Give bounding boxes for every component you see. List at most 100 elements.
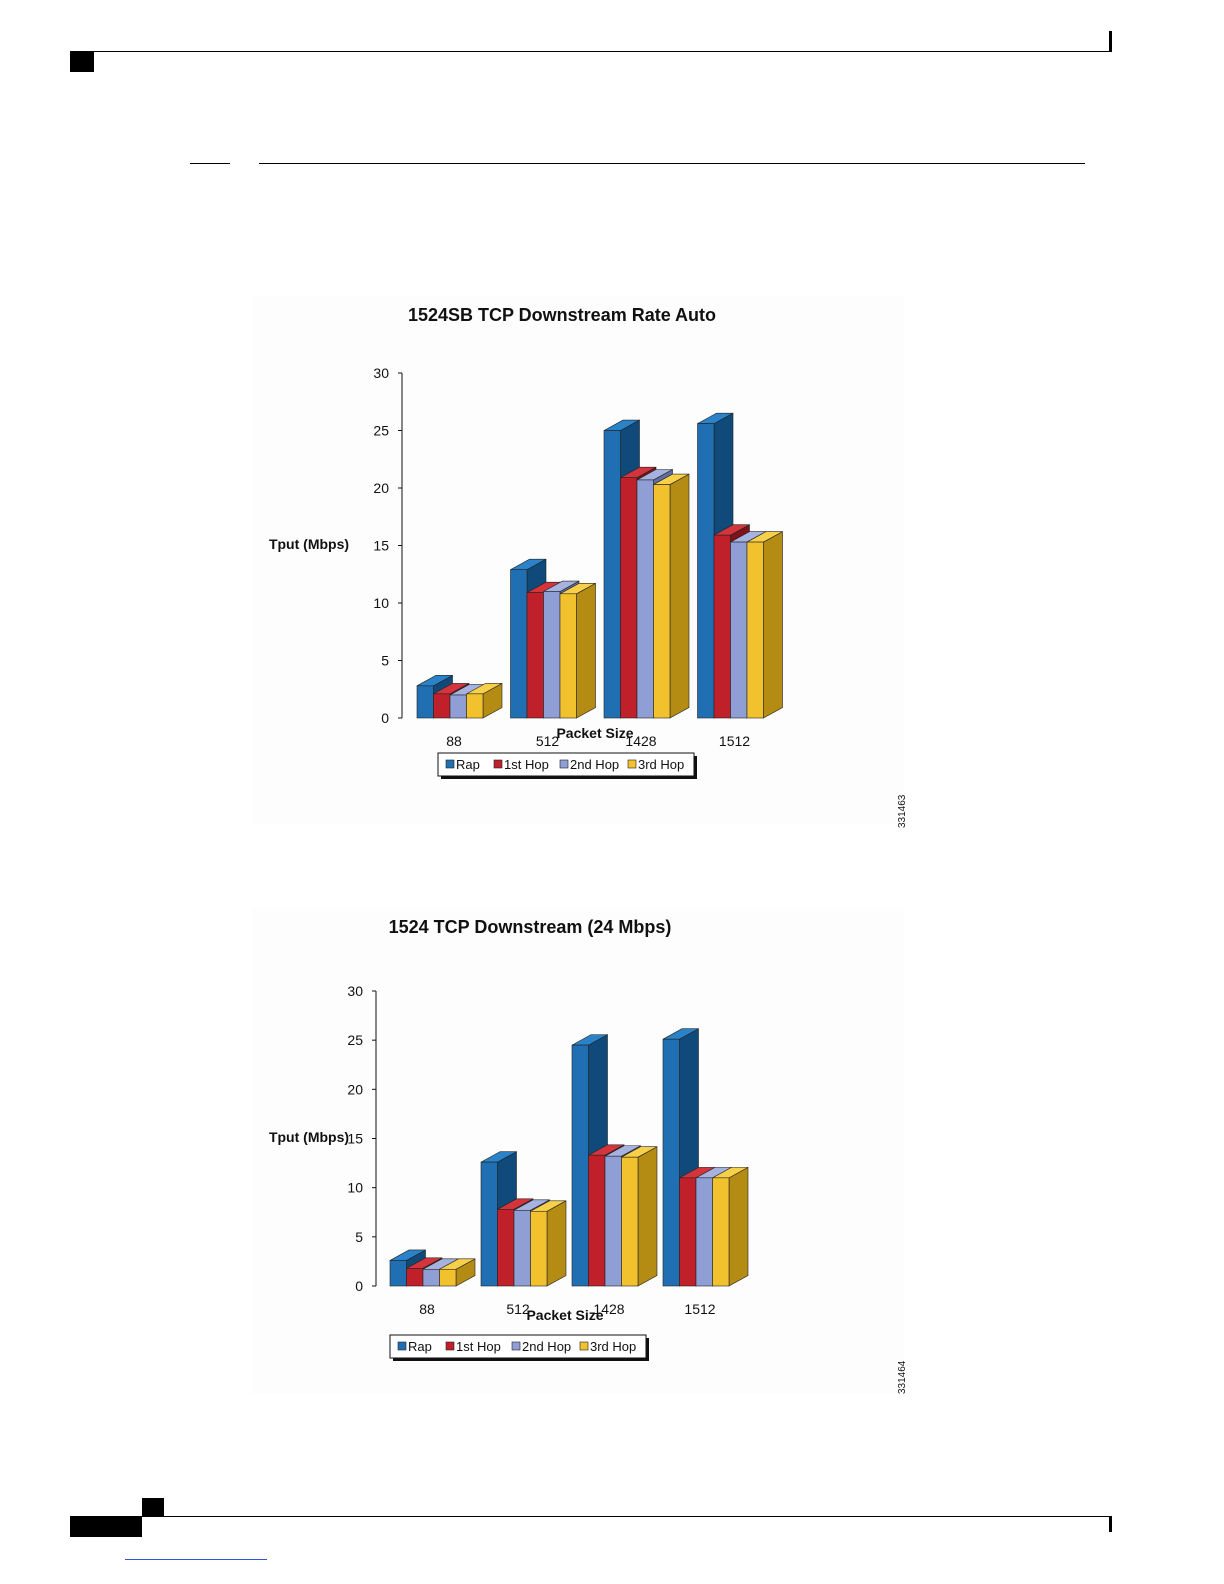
bar-3rd-hop-1428: [653, 473, 690, 719]
legend-label-2nd-hop: 2nd Hop: [522, 1339, 571, 1354]
chart-2-svg: 1524 TCP Downstream (24 Mbps) 0 5 10 15 20 25 3…: [269, 917, 749, 1361]
bar-side: [669, 473, 690, 719]
y-tick-label: 20: [347, 1081, 363, 1097]
bar-side: [546, 1200, 567, 1287]
bar-front: [543, 591, 561, 719]
bar-front: [712, 1177, 730, 1287]
bar-front: [422, 1268, 440, 1287]
bar-3rd-hop-88: [439, 1258, 476, 1287]
y-tick-label: 25: [373, 423, 389, 439]
bar-front: [510, 569, 528, 719]
legend-swatch-3rd-hop: [579, 1341, 589, 1351]
bar-side: [728, 1166, 749, 1287]
bar-side: [576, 582, 596, 719]
chart-1-container: 1524SB TCP Downstream Rate Auto 0 5 10 15 20 2…: [252, 296, 904, 824]
bar-front: [695, 1177, 713, 1287]
bar-3rd-hop-1512: [746, 531, 783, 719]
x-category-label: 1428: [625, 733, 656, 749]
x-category-label: 88: [446, 733, 462, 749]
y-tick-label: 30: [347, 983, 363, 999]
y-tick-label: 15: [373, 538, 389, 554]
legend-label-3rd-hop: 3rd Hop: [638, 757, 684, 772]
legend-swatch-1st-hop: [445, 1341, 455, 1351]
header-rule: [70, 51, 1112, 52]
chart-2-container: 1524 TCP Downstream (24 Mbps) 0 5 10 15 20 25 3…: [252, 908, 904, 1394]
header-marker: [70, 52, 94, 72]
legend-swatch-2nd-hop: [511, 1341, 521, 1351]
bar-front: [497, 1208, 515, 1287]
bar-front: [621, 1156, 639, 1287]
y-tick-label: 0: [381, 710, 389, 726]
bar-front: [526, 592, 544, 719]
y-tick-label: 15: [347, 1131, 363, 1147]
y-tick-label: 30: [373, 365, 389, 381]
bar-front: [746, 541, 764, 719]
bar-front: [662, 1038, 680, 1287]
figure-id-1: 331463: [897, 794, 908, 828]
x-category-label: 512: [506, 1301, 530, 1317]
footer-marker-block: [70, 1517, 142, 1537]
y-tick-label: 5: [381, 653, 389, 669]
section-rule-short: [190, 163, 230, 164]
bar-front: [466, 693, 484, 719]
figure-id-2: 331464: [897, 1360, 908, 1394]
bar-front: [588, 1154, 606, 1287]
y-tick-label: 20: [373, 480, 389, 496]
x-category-label: 1512: [684, 1301, 715, 1317]
bar-front: [636, 479, 654, 719]
bar-front: [449, 694, 467, 719]
bar-3rd-hop-1512: [712, 1166, 749, 1287]
x-category-label: 512: [536, 733, 560, 749]
chart-2-title: 1524 TCP Downstream (24 Mbps): [389, 917, 672, 937]
bar-front: [530, 1210, 548, 1287]
legend-label-1st-hop: 1st Hop: [504, 757, 549, 772]
x-category-label: 1428: [593, 1301, 624, 1317]
legend-swatch-3rd-hop: [627, 759, 637, 769]
y-axis-label: Tput (Mbps): [269, 1129, 349, 1145]
bar-3rd-hop-512: [530, 1200, 567, 1287]
legend-swatch-rap: [397, 1341, 407, 1351]
bar-front: [571, 1044, 589, 1287]
bar-side: [763, 531, 783, 719]
bar-3rd-hop-512: [559, 582, 596, 719]
footer-right-rule: [1109, 1517, 1112, 1532]
bar-front: [653, 484, 671, 719]
legend-swatch-rap: [445, 759, 455, 769]
section-rule-long: [259, 163, 1085, 164]
bar-front: [604, 1155, 622, 1287]
chart-1-svg: 1524SB TCP Downstream Rate Auto 0 5 10 15 20 2…: [269, 305, 783, 779]
bar-front: [559, 593, 577, 719]
legend-swatch-1st-hop: [493, 759, 503, 769]
x-category-label: 88: [419, 1301, 435, 1317]
x-axis-label: Packet Size: [526, 1307, 603, 1323]
bar-front: [433, 693, 451, 719]
bar-front: [406, 1267, 424, 1287]
bar-front: [697, 423, 715, 719]
bar-front: [480, 1161, 498, 1287]
footer-rule: [70, 1516, 1112, 1517]
x-axis-label: Packet Size: [556, 725, 633, 741]
y-tick-label: 10: [347, 1180, 363, 1196]
header-right-rule: [1109, 31, 1112, 51]
bar-front: [439, 1268, 457, 1287]
legend-label-1st-hop: 1st Hop: [456, 1339, 501, 1354]
bar-3rd-hop-88: [466, 682, 503, 719]
y-tick-label: 25: [347, 1032, 363, 1048]
bar-3rd-hop-1428: [621, 1146, 658, 1287]
legend-label-3rd-hop: 3rd Hop: [590, 1339, 636, 1354]
chart-1-legend: Rap 1st Hop 2nd Hop 3rd Hop: [437, 752, 697, 779]
y-tick-label: 10: [373, 595, 389, 611]
chart-1-title: 1524SB TCP Downstream Rate Auto: [408, 305, 716, 325]
bar-side: [637, 1146, 658, 1287]
x-category-label: 1512: [719, 733, 750, 749]
bar-front: [603, 430, 621, 719]
chart-2-legend: Rap 1st Hop 2nd Hop 3rd Hop: [389, 1334, 649, 1361]
bar-front: [620, 477, 638, 719]
bar-front: [416, 685, 434, 719]
footer-link-underline[interactable]: [125, 1559, 267, 1560]
legend-label-rap: Rap: [456, 757, 480, 772]
legend-swatch-2nd-hop: [559, 759, 569, 769]
footer-marker-small: [142, 1498, 164, 1516]
bar-front: [679, 1177, 697, 1287]
bar-front: [730, 541, 748, 719]
